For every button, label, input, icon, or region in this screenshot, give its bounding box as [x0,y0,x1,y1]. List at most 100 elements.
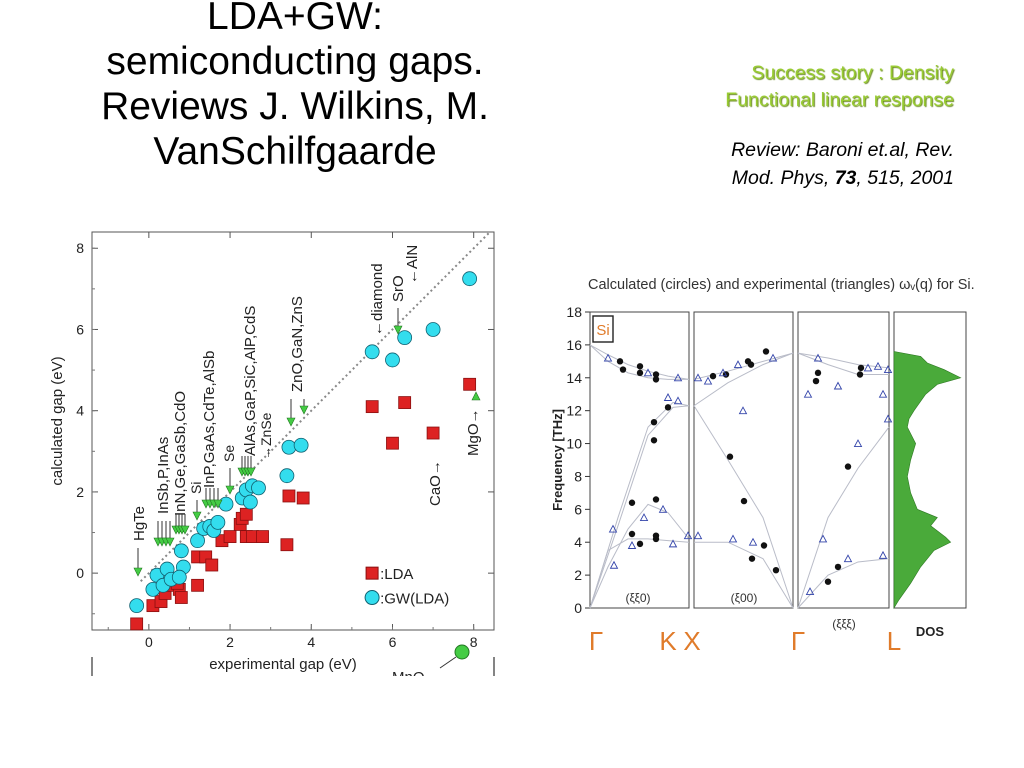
y-tick-label: 16 [566,337,582,353]
phonon-branch [797,352,890,369]
y-tick-label: 6 [76,321,84,337]
y-tick-label: 14 [566,370,582,386]
calculated-point [856,371,864,378]
lda-point [280,538,294,552]
legend-gw-label: :GW(LDA) [380,591,449,608]
experimental-point [768,353,778,362]
experimental-point [733,360,743,369]
gw-point [425,322,441,337]
y-tick-label: 18 [566,304,582,320]
phonon-chart-title: Calculated (circles) and experimental (t… [588,277,975,293]
annotation-arrow-head [299,405,309,415]
gw-point [171,569,187,585]
annotation-arrow-head [393,325,403,335]
experimental-point [609,560,619,569]
calculated-point [652,376,660,383]
experimental-point [878,550,888,559]
calculated-point [636,369,644,377]
lda-point [386,436,399,450]
calculated-point [628,499,636,506]
experimental-point [883,365,893,374]
y-tick-label: 8 [574,468,582,484]
material-label: ZnO,GaN,ZnS [289,296,306,392]
material-label: ←AlN [404,245,421,284]
experimental-point [693,531,703,540]
lda-point [191,578,204,592]
experimental-point [603,353,613,362]
material-label: MgO→ [465,408,482,456]
phonon-dispersion-chart: Calculated (circles) and experimental (t… [550,277,975,652]
gw-point [190,533,205,549]
y-tick-label: 8 [76,240,84,256]
experimental-point [718,368,728,377]
calculated-point [726,453,734,460]
annotation-arrow-head [286,417,296,427]
calculated-point [709,372,717,380]
lda-point [463,377,477,391]
gw-point [210,514,226,530]
phonon-branch [693,352,794,380]
calculated-point [834,563,842,571]
y-tick-label: 10 [566,436,582,452]
experimental-point [883,414,893,423]
lda-point [398,396,412,409]
calculated-point [740,497,748,505]
y-axis-label: calculated gap (eV) [49,356,66,485]
calculated-point [616,358,624,365]
calculated-point [857,364,865,372]
y-tick-label: 4 [574,534,582,550]
y-tick-label: 0 [76,565,84,581]
calculated-point [652,535,660,543]
annotation-arrow-head [133,567,143,577]
experimental-point [639,513,649,522]
phonon-branch [797,352,889,375]
calculated-point [814,369,822,377]
annotation-arrow-head [180,525,190,535]
y-axis-label: Frequency [THz] [550,409,565,511]
gw-point [279,468,295,484]
reference-prefix: Mod. Phys, [731,167,835,189]
lda-point [282,489,296,503]
x-tick-label: 2 [226,634,234,650]
material-label: ←diamond [369,263,386,336]
dispersion-panel [589,311,690,609]
lda-point [174,591,188,604]
calculated-point [844,463,852,470]
reference-line-1: Review: Baroni et.al, Rev. [731,139,954,161]
material-label: Si [188,482,204,494]
calculated-point [628,530,636,538]
subtitle-line: Functional linear response [725,89,954,111]
gw-point [129,598,145,614]
calculated-point [812,377,820,385]
experimental-point [803,389,813,398]
experimental-point [818,534,828,543]
gw-point [397,330,413,345]
dispersion-panel [693,311,794,609]
x-tick-label: 8 [470,634,478,650]
experimental-point [738,406,748,415]
y-tick-label: 12 [566,403,582,419]
x-tick-label: 6 [389,634,397,650]
title-line: LDA+GW: [207,0,383,38]
calculated-point [619,366,627,373]
lda-point [426,426,440,440]
experimental-point [683,531,693,540]
legend-gw-marker [364,590,380,606]
dos-curve [893,351,962,610]
phonon-branch [589,503,690,609]
calculated-point [824,578,832,585]
gw-point [242,494,258,510]
material-box [592,315,614,343]
calculated-point [636,363,644,370]
material-label: InN,Ge,GaSb,CdO [172,391,189,516]
gw-point [385,352,400,368]
y-tick-label: 4 [76,403,84,419]
high-symmetry-label: Γ [589,626,603,652]
material-label: CaO→ [427,460,444,506]
experimental-point [658,504,668,513]
experimental-point [703,376,713,385]
diagonal-line [140,231,491,582]
experimental-point [608,524,618,533]
gw-point [218,496,234,512]
phonon-branch [589,401,690,609]
